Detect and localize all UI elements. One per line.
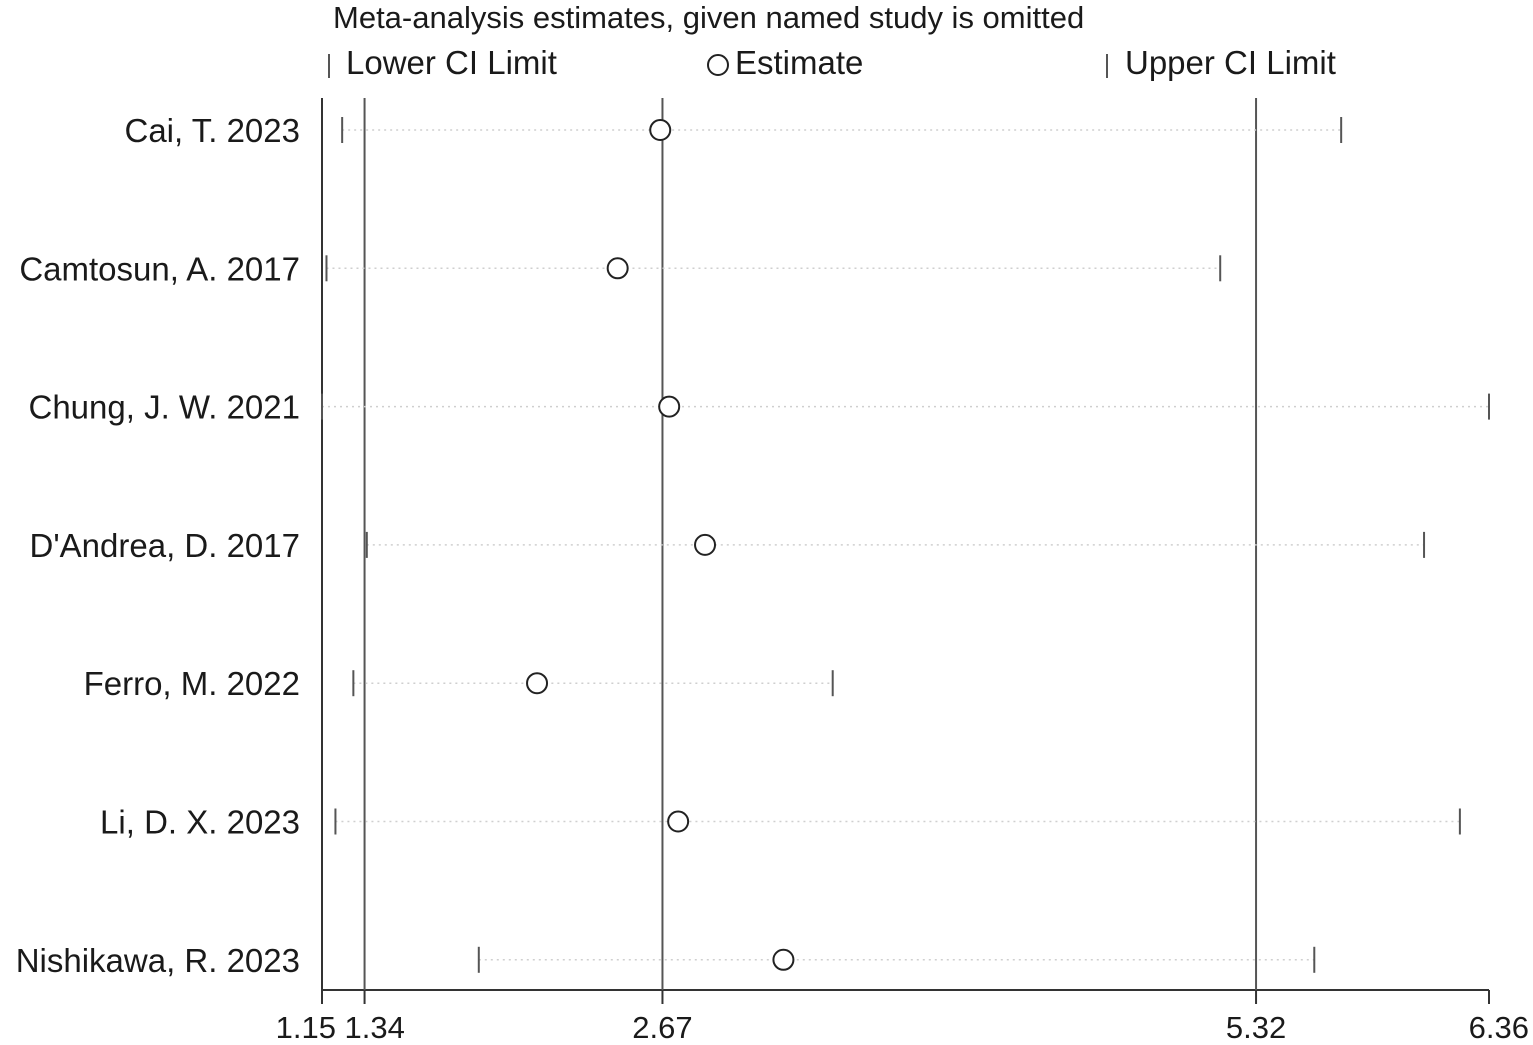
legend-estimate-label: Estimate [735,44,863,81]
study-row-6: Nishikawa, R. 2023 [16,942,1316,979]
study-label: Cai, T. 2023 [124,112,300,149]
estimate-point [772,948,795,971]
chart-title: Meta-analysis estimates, given named stu… [333,0,1084,35]
x-tick-label-1: 1.34 [345,1010,405,1045]
study-rows: Cai, T. 2023 Camtosun, A. 2017 Chung, J. W… [16,112,1490,979]
study-label: Ferro, M. 2022 [84,665,300,702]
estimate-point [606,257,629,280]
x-axis-ticks: 1.15 1.34 2.67 5.32 6.36 [276,990,1529,1045]
estimate-point [658,395,681,418]
estimate-point [649,119,672,141]
study-label: Nishikawa, R. 2023 [16,942,300,979]
x-tick-label-0: 1.15 [276,1010,336,1045]
study-row-1: Camtosun, A. 2017 [19,250,1222,287]
study-row-2: Chung, J. W. 2021 [29,389,1490,426]
x-tick-label-2: 2.67 [632,1010,692,1045]
legend-estimate-marker [707,54,729,76]
x-tick-label-4: 6.36 [1469,1010,1529,1045]
study-label: Camtosun, A. 2017 [19,250,300,287]
estimate-point [526,672,549,695]
estimate-point [667,810,690,833]
study-label: Chung, J. W. 2021 [29,389,301,426]
legend-upper-ci-label: Upper CI Limit [1125,44,1336,81]
legend-lower-ci-label: Lower CI Limit [346,44,557,81]
study-row-0: Cai, T. 2023 [124,112,1343,149]
study-label: D'Andrea, D. 2017 [30,527,300,564]
study-row-5: Li, D. X. 2023 [100,804,1461,841]
study-row-3: D'Andrea, D. 2017 [30,527,1426,564]
x-tick-label-3: 5.32 [1226,1010,1286,1045]
reference-lines [363,98,1258,990]
study-label: Li, D. X. 2023 [100,804,300,841]
study-row-4: Ferro, M. 2022 [84,665,834,702]
axes [321,98,1489,991]
chart-title-group: Meta-analysis estimates, given named stu… [333,0,1084,35]
estimate-point [694,533,717,556]
legend: Lower CI Limit Estimate Upper CI Limit [328,44,1336,81]
